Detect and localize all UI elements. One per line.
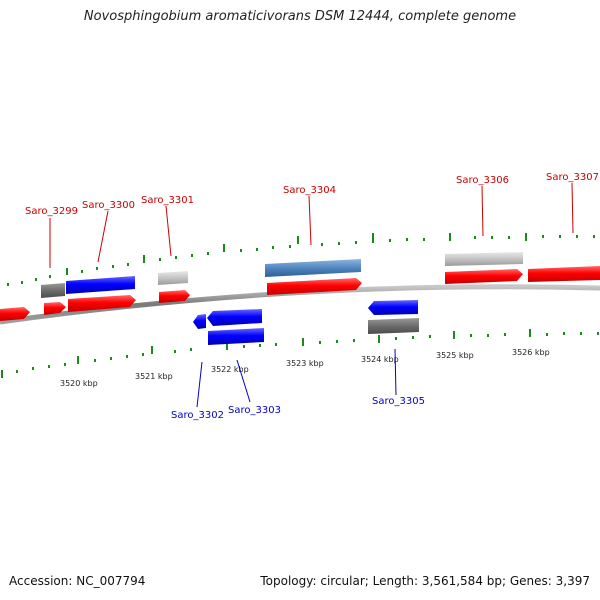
cds-arrow[interactable] [68, 295, 136, 312]
gene-label-forward[interactable]: Saro_3301 [141, 195, 194, 206]
inner-tick-track [1, 329, 599, 378]
cds-arrow[interactable] [193, 314, 206, 329]
forward-gene-features [41, 252, 523, 298]
page-title: Novosphingobium aromaticivorans DSM 1244… [83, 9, 517, 24]
cds-arrow[interactable] [368, 300, 418, 315]
gene-feature[interactable] [158, 271, 188, 285]
reverse-cds-arrows [193, 300, 418, 329]
scale-label: 3522 kbp [211, 365, 249, 374]
forward-cds-arrows [0, 266, 600, 321]
cds-arrow[interactable] [267, 278, 362, 295]
accession-label: Accession: NC_007794 [9, 574, 146, 588]
scale-label: 3521 kbp [135, 372, 173, 381]
outer-tick-track [7, 233, 595, 286]
reverse-gene-features [208, 318, 419, 345]
gene-feature[interactable] [41, 283, 65, 298]
gene-feature[interactable] [66, 276, 135, 294]
forward-label-leaders [49, 182, 574, 268]
cds-arrow[interactable] [528, 266, 600, 282]
scale-label: 3524 kbp [361, 355, 399, 364]
cds-arrow[interactable] [0, 307, 30, 321]
gene-label-forward[interactable]: Saro_3304 [283, 185, 336, 196]
gene-label-forward[interactable]: Saro_3306 [456, 175, 509, 186]
gene-label-forward[interactable]: Saro_3307 [546, 172, 599, 183]
scale-label: 3525 kbp [436, 351, 474, 360]
gene-label-reverse[interactable]: Saro_3302 [171, 410, 224, 421]
cds-arrow[interactable] [44, 302, 66, 315]
gene-feature[interactable] [208, 328, 264, 345]
cds-arrow[interactable] [159, 290, 190, 303]
scale-label: 3523 kbp [286, 359, 324, 368]
scale-label: 3526 kbp [512, 348, 550, 357]
genome-stats: Topology: circular; Length: 3,561,584 bp… [260, 574, 590, 588]
gene-label-reverse[interactable]: Saro_3303 [228, 405, 281, 416]
cds-arrow[interactable] [207, 309, 262, 326]
gene-feature[interactable] [265, 259, 361, 277]
scale-label: 3520 kbp [60, 379, 98, 388]
gene-feature[interactable] [368, 318, 419, 334]
gene-label-forward[interactable]: Saro_3299 [25, 206, 78, 217]
reverse-label-leaders [196, 348, 397, 408]
gene-label-reverse[interactable]: Saro_3305 [372, 396, 425, 407]
gene-label-forward[interactable]: Saro_3300 [82, 200, 135, 211]
cds-arrow[interactable] [445, 269, 523, 284]
gene-feature[interactable] [445, 252, 523, 266]
